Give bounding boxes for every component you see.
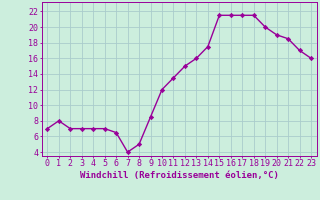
X-axis label: Windchill (Refroidissement éolien,°C): Windchill (Refroidissement éolien,°C) xyxy=(80,171,279,180)
